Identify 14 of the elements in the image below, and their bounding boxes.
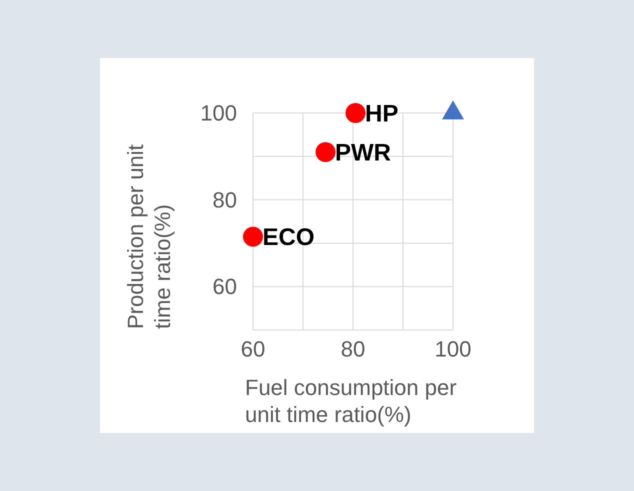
- x-tick-label: 80: [340, 336, 366, 362]
- x-tick-label: 60: [240, 336, 266, 362]
- x-tick-label: 100: [434, 336, 472, 362]
- series-label: HP: [365, 100, 398, 128]
- x-axis-title: Fuel consumption per unit time ratio(%): [245, 374, 458, 428]
- series-label: ECO: [262, 224, 315, 252]
- series-label: PWR: [335, 140, 392, 167]
- y-tick-label: 60: [212, 274, 237, 300]
- point: [316, 142, 336, 162]
- y-tick-label: 80: [212, 187, 237, 212]
- y-tick-label: 100: [200, 100, 237, 126]
- point: [346, 103, 366, 123]
- point: [243, 226, 263, 247]
- y-axis-title: Production per unit time ratio(%): [122, 143, 176, 329]
